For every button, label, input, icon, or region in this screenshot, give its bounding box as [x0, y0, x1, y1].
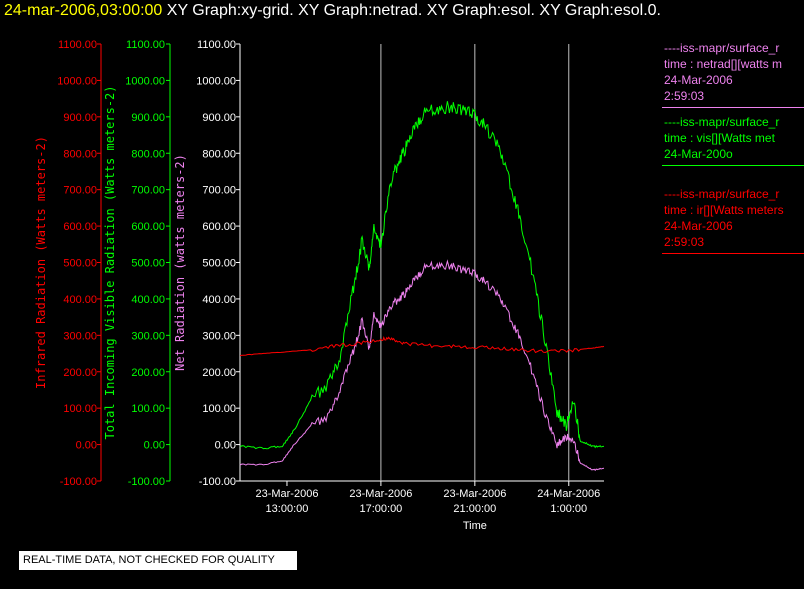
net-y-axis-title: Net Radiation (watts meters-2)	[173, 154, 187, 371]
legend-line: 2:59:03	[664, 235, 705, 249]
legend-line: time : ir[][Watts meters	[664, 203, 784, 217]
legend-line: 24-Mar-2006	[664, 73, 733, 87]
ir-y-tick-label: 900.00	[63, 112, 97, 124]
legend-line: 24-Mar-2006	[664, 219, 733, 233]
x-axis-title: Time	[463, 520, 487, 532]
vis-y-tick-label: 300.00	[131, 330, 165, 342]
net-y-tick-label: -100.00	[199, 476, 236, 488]
legend-separator	[662, 107, 804, 108]
ir-y-axis-title: Infrared Radiation (Watts meters-2)	[34, 136, 48, 389]
legend-line: time : netrad[][watts m	[664, 57, 783, 71]
vis-y-tick-label: 100.00	[131, 403, 165, 415]
vis-y-tick-label: 500.00	[131, 258, 165, 270]
vis-y-tick-label: 400.00	[131, 294, 165, 306]
net-y-tick-label: 900.00	[202, 112, 236, 124]
x-tick-label-time: 1:00:00	[550, 503, 587, 515]
net-y-tick-label: 800.00	[202, 148, 236, 160]
net-y-tick-label: 300.00	[202, 330, 236, 342]
quality-notice: REAL-TIME DATA, NOT CHECKED FOR QUALITY	[19, 551, 297, 570]
x-tick-label-time: 13:00:00	[266, 503, 309, 515]
net-y-tick-label: 500.00	[202, 258, 236, 270]
ir-y-tick-label: 1100.00	[58, 39, 97, 51]
legend-line: 2:59:03	[664, 89, 705, 103]
header-title: 24-mar-2006,03:00:00 XY Graph:xy-grid. X…	[4, 2, 661, 20]
vis-series-line	[239, 101, 604, 450]
x-tick-label-time: 21:00:00	[453, 503, 496, 515]
x-tick-label-date: 23-Mar-2006	[255, 488, 318, 500]
vis-y-tick-label: 900.00	[131, 112, 165, 124]
ir-y-tick-label: 1000.00	[57, 75, 97, 87]
ir-y-tick-label: 800.00	[63, 148, 97, 160]
net-y-tick-label: 400.00	[202, 294, 236, 306]
ir-y-tick-label: 200.00	[63, 367, 97, 379]
legend-line: ----iss-mapr/surface_r	[664, 187, 780, 201]
ir-y-tick-label: 600.00	[63, 221, 97, 233]
vis-y-tick-label: 700.00	[131, 185, 165, 197]
net-y-tick-label: 200.00	[202, 367, 236, 379]
net-y-tick-label: 100.00	[202, 403, 236, 415]
net-y-tick-label: 0.00	[215, 440, 236, 452]
ir-y-tick-label: -100.00	[60, 476, 97, 488]
ir-series-line	[239, 336, 605, 357]
vis-y-tick-label: 200.00	[131, 367, 165, 379]
ir-y-tick-label: 300.00	[63, 330, 97, 342]
x-tick-label-time: 17:00:00	[359, 503, 402, 515]
net-y-tick-label: 1000.00	[196, 75, 236, 87]
ir-y-tick-label: 0.00	[76, 440, 97, 452]
legend-line: ----iss-mapr/surface_r	[664, 41, 780, 55]
net-y-tick-label: 700.00	[202, 185, 236, 197]
legend-separator	[662, 165, 804, 166]
vis-y-axis-title: Total Incoming Visible Radiation (Watts …	[103, 85, 117, 439]
vis-y-tick-label: 800.00	[131, 148, 165, 160]
legend-line: 24-Mar-200o	[664, 147, 733, 161]
vis-y-tick-label: 0.00	[144, 440, 165, 452]
legend-line: time : vis[][Watts met	[664, 131, 775, 145]
x-tick-label-date: 23-Mar-2006	[443, 488, 506, 500]
x-tick-label-date: 23-Mar-2006	[349, 488, 412, 500]
header-date: 24-mar-2006,03:00:00	[4, 2, 163, 19]
vis-y-tick-label: 1000.00	[125, 75, 165, 87]
vis-y-tick-label: 1100.00	[126, 39, 165, 51]
net-y-tick-label: 600.00	[202, 221, 236, 233]
legend-separator	[662, 253, 804, 254]
ir-y-tick-label: 500.00	[63, 258, 97, 270]
vis-y-tick-label: -100.00	[128, 476, 165, 488]
header-graph-titles: XY Graph:xy-grid. XY Graph:netrad. XY Gr…	[166, 2, 661, 19]
x-tick-label-date: 24-Mar-2006	[537, 488, 600, 500]
ir-y-tick-label: 100.00	[63, 403, 97, 415]
legend-line: ----iss-mapr/surface_r	[664, 115, 780, 129]
net-series-line	[239, 259, 605, 472]
ir-y-tick-label: 700.00	[63, 185, 97, 197]
ir-y-tick-label: 400.00	[63, 294, 97, 306]
vis-y-tick-label: 600.00	[131, 221, 165, 233]
net-y-tick-label: 1100.00	[197, 39, 236, 51]
